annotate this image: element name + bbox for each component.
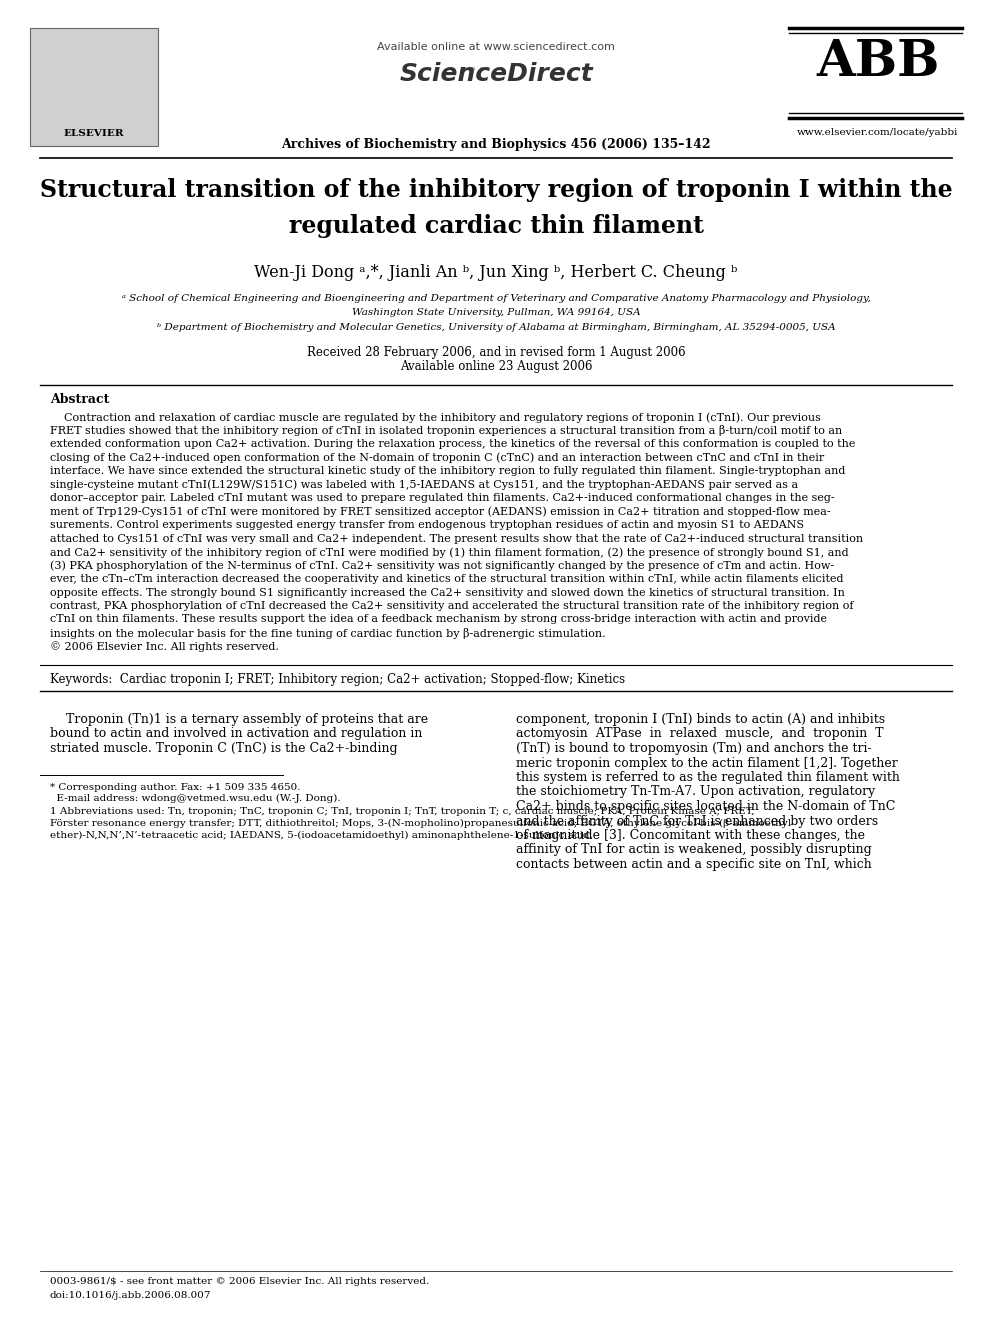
Text: donor–acceptor pair. Labeled cTnI mutant was used to prepare regulated thin fila: donor–acceptor pair. Labeled cTnI mutant…	[50, 493, 834, 503]
Text: ever, the cTn–cTm interaction decreased the cooperativity and kinetics of the st: ever, the cTn–cTm interaction decreased …	[50, 574, 843, 583]
Text: ABB: ABB	[816, 38, 939, 87]
Text: contrast, PKA phosphorylation of cTnI decreased the Ca2+ sensitivity and acceler: contrast, PKA phosphorylation of cTnI de…	[50, 601, 853, 611]
Text: striated muscle. Troponin C (TnC) is the Ca2+-binding: striated muscle. Troponin C (TnC) is the…	[50, 742, 397, 755]
Text: and Ca2+ sensitivity of the inhibitory region of cTnI were modified by (1) thin : and Ca2+ sensitivity of the inhibitory r…	[50, 546, 848, 557]
Text: Washington State University, Pullman, WA 99164, USA: Washington State University, Pullman, WA…	[352, 308, 640, 318]
Text: 0003-9861/$ - see front matter © 2006 Elsevier Inc. All rights reserved.: 0003-9861/$ - see front matter © 2006 El…	[50, 1277, 429, 1286]
Text: attached to Cys151 of cTnI was very small and Ca2+ independent. The present resu: attached to Cys151 of cTnI was very smal…	[50, 533, 863, 544]
Text: * Corresponding author. Fax: +1 509 335 4650.: * Corresponding author. Fax: +1 509 335 …	[50, 782, 301, 791]
Text: ment of Trp129-Cys151 of cTnI were monitored by FRET sensitized acceptor (AEDANS: ment of Trp129-Cys151 of cTnI were monit…	[50, 507, 830, 517]
Text: Troponin (Tn)1 is a ternary assembly of proteins that are: Troponin (Tn)1 is a ternary assembly of …	[50, 713, 428, 726]
Text: single-cysteine mutant cTnI(L129W/S151C) was labeled with 1,5-IAEDANS at Cys151,: single-cysteine mutant cTnI(L129W/S151C)…	[50, 479, 798, 490]
Text: Structural transition of the inhibitory region of troponin I within the: Structural transition of the inhibitory …	[40, 179, 952, 202]
Text: ᵇ Department of Biochemistry and Molecular Genetics, University of Alabama at Bi: ᵇ Department of Biochemistry and Molecul…	[157, 323, 835, 332]
Text: Ca2+ binds to specific sites located in the N-domain of TnC: Ca2+ binds to specific sites located in …	[516, 800, 895, 814]
Bar	[30, 28, 158, 146]
Text: © 2006 Elsevier Inc. All rights reserved.: © 2006 Elsevier Inc. All rights reserved…	[50, 642, 279, 652]
Text: insights on the molecular basis for the fine tuning of cardiac function by β-adr: insights on the molecular basis for the …	[50, 628, 605, 639]
Text: cTnI on thin filaments. These results support the idea of a feedback mechanism b: cTnI on thin filaments. These results su…	[50, 614, 826, 624]
Text: (3) PKA phosphorylation of the N-terminus of cTnI. Ca2+ sensitivity was not sign: (3) PKA phosphorylation of the N-terminu…	[50, 561, 833, 572]
Text: surements. Control experiments suggested energy transfer from endogenous tryptop: surements. Control experiments suggested…	[50, 520, 804, 531]
Text: Abstract: Abstract	[50, 393, 109, 406]
Text: meric troponin complex to the actin filament [1,2]. Together: meric troponin complex to the actin fila…	[516, 757, 898, 770]
Text: closing of the Ca2+-induced open conformation of the N-domain of troponin C (cTn: closing of the Ca2+-induced open conform…	[50, 452, 823, 463]
Text: component, troponin I (TnI) binds to actin (A) and inhibits: component, troponin I (TnI) binds to act…	[516, 713, 885, 726]
Text: interface. We have since extended the structural kinetic study of the inhibitory: interface. We have since extended the st…	[50, 466, 845, 476]
Text: FRET studies showed that the inhibitory region of cTnI in isolated troponin expe: FRET studies showed that the inhibitory …	[50, 426, 842, 437]
Text: Contraction and relaxation of cardiac muscle are regulated by the inhibitory and: Contraction and relaxation of cardiac mu…	[50, 411, 820, 422]
Text: the stoichiometry Tn-Tm-A7. Upon activation, regulatory: the stoichiometry Tn-Tm-A7. Upon activat…	[516, 786, 875, 799]
Text: contacts between actin and a specific site on TnI, which: contacts between actin and a specific si…	[516, 859, 872, 871]
Text: (TnT) is bound to tropomyosin (Tm) and anchors the tri-: (TnT) is bound to tropomyosin (Tm) and a…	[516, 742, 871, 755]
Text: Förster resonance energy transfer; DTT, dithiothreitol; Mops, 3-(N-mopholino)pro: Förster resonance energy transfer; DTT, …	[50, 819, 791, 828]
Text: ∙∙∙: ∙∙∙	[461, 62, 487, 75]
Text: ELSEVIER: ELSEVIER	[63, 130, 124, 138]
Text: bound to actin and involved in activation and regulation in: bound to actin and involved in activatio…	[50, 728, 422, 741]
Text: affinity of TnI for actin is weakened, possibly disrupting: affinity of TnI for actin is weakened, p…	[516, 844, 872, 856]
Text: actomyosin  ATPase  in  relaxed  muscle,  and  troponin  T: actomyosin ATPase in relaxed muscle, and…	[516, 728, 884, 741]
Text: doi:10.1016/j.abb.2006.08.007: doi:10.1016/j.abb.2006.08.007	[50, 1291, 211, 1301]
Text: extended conformation upon Ca2+ activation. During the relaxation process, the k: extended conformation upon Ca2+ activati…	[50, 439, 855, 448]
Text: ether)-N,N,N’,N’-tetraacetic acid; IAEDANS, 5-(iodoacetamidoethyl) aminonaphthel: ether)-N,N,N’,N’-tetraacetic acid; IAEDA…	[50, 831, 592, 840]
Text: regulated cardiac thin filament: regulated cardiac thin filament	[289, 214, 703, 238]
Text: of magnitude [3]. Concomitant with these changes, the: of magnitude [3]. Concomitant with these…	[516, 830, 865, 841]
Text: opposite effects. The strongly bound S1 significantly increased the Ca2+ sensiti: opposite effects. The strongly bound S1 …	[50, 587, 844, 598]
Text: Archives of Biochemistry and Biophysics 456 (2006) 135–142: Archives of Biochemistry and Biophysics …	[281, 138, 711, 151]
Text: www.elsevier.com/locate/yabbi: www.elsevier.com/locate/yabbi	[798, 128, 958, 138]
Text: and the affinity of TnC for TnI is enhanced by two orders: and the affinity of TnC for TnI is enhan…	[516, 815, 878, 827]
Text: Keywords:  Cardiac troponin I; FRET; Inhibitory region; Ca2+ activation; Stopped: Keywords: Cardiac troponin I; FRET; Inhi…	[50, 673, 625, 687]
Text: ScienceDirect: ScienceDirect	[399, 62, 593, 86]
Text: this system is referred to as the regulated thin filament with: this system is referred to as the regula…	[516, 771, 900, 785]
Text: 1 Abbreviations used: Tn, troponin; TnC, troponin C; TnI, troponin I; TnT, tropo: 1 Abbreviations used: Tn, troponin; TnC,…	[50, 807, 754, 816]
Text: E-mail address: wdong@vetmed.wsu.edu (W.-J. Dong).: E-mail address: wdong@vetmed.wsu.edu (W.…	[50, 794, 340, 803]
Text: Wen-Ji Dong ᵃ,*, Jianli An ᵇ, Jun Xing ᵇ, Herbert C. Cheung ᵇ: Wen-Ji Dong ᵃ,*, Jianli An ᵇ, Jun Xing ᵇ…	[254, 265, 738, 280]
Text: ᵃ School of Chemical Engineering and Bioengineering and Department of Veterinary: ᵃ School of Chemical Engineering and Bio…	[122, 294, 870, 303]
Text: Received 28 February 2006, and in revised form 1 August 2006: Received 28 February 2006, and in revise…	[307, 347, 685, 359]
Text: Available online at www.sciencedirect.com: Available online at www.sciencedirect.co…	[377, 42, 615, 52]
Text: Available online 23 August 2006: Available online 23 August 2006	[400, 360, 592, 373]
